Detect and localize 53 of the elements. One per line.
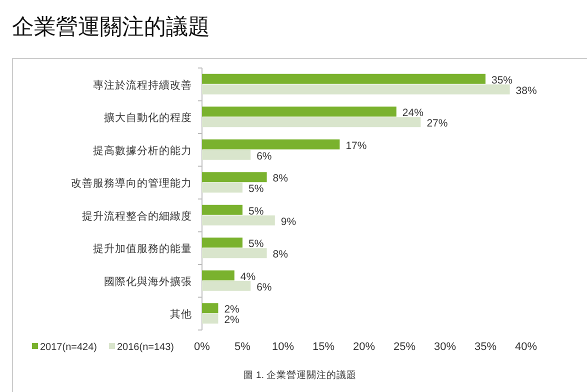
x-tick-label: 30%	[434, 341, 456, 353]
data-label: 2%	[224, 314, 240, 326]
bar	[202, 303, 218, 314]
x-tick-label: 15%	[312, 341, 335, 353]
data-label: 27%	[426, 118, 448, 130]
title: 企業營運關注的議題	[12, 14, 210, 39]
x-tick-label: 0%	[194, 341, 210, 353]
x-tick-label: 35%	[474, 341, 497, 353]
bar	[202, 270, 234, 280]
x-tick-label: 10%	[272, 341, 294, 353]
legend-label: 2016(n=143)	[117, 342, 174, 353]
bar	[202, 238, 242, 248]
bar	[202, 150, 251, 160]
bar	[202, 74, 486, 84]
y-tick-label: 專注於流程持續改善	[93, 78, 192, 92]
bar	[202, 248, 267, 258]
data-label: 24%	[402, 107, 424, 120]
x-tick-label: 20%	[352, 341, 376, 353]
data-label: 2%	[224, 304, 240, 316]
bar	[202, 117, 421, 128]
data-label: 8%	[272, 248, 288, 261]
bar	[202, 139, 340, 150]
data-label: 17%	[346, 140, 367, 152]
legend-label: 2017(n=424)	[40, 342, 97, 353]
y-tick-label: 提升加值服務的能量	[93, 242, 192, 256]
y-tick-label: 擴大自動化的程度	[104, 111, 192, 124]
data-label: 9%	[280, 216, 296, 228]
data-label: 5%	[248, 238, 264, 250]
y-tick-label: 改善服務導向的管理能力	[71, 176, 192, 190]
caption: 圖 1. 企業營運關注的議題	[243, 369, 357, 381]
bar	[202, 280, 251, 291]
bar	[202, 172, 267, 182]
bar	[202, 314, 218, 324]
data-label: 6%	[256, 281, 272, 294]
x-tick-label: 25%	[393, 341, 416, 353]
bar	[202, 84, 510, 94]
data-label: 8%	[272, 172, 288, 185]
y-tick-label: 提升流程整合的細緻度	[82, 209, 192, 222]
x-tick-label: 5%	[234, 341, 251, 353]
bar	[202, 106, 396, 117]
y-tick-label: 提高數據分析的能力	[93, 144, 192, 157]
bar	[202, 204, 242, 215]
y-tick-label: 其他	[170, 308, 192, 321]
data-label: 4%	[240, 270, 256, 283]
data-label: 6%	[256, 150, 272, 162]
data-label: 35%	[492, 74, 513, 86]
data-label: 5%	[248, 205, 264, 218]
data-label: 38%	[516, 84, 537, 97]
bar	[202, 182, 242, 193]
data-label: 5%	[248, 183, 264, 196]
bar	[202, 215, 275, 226]
y-tick-label: 國際化與海外擴張	[104, 274, 192, 288]
x-tick-label: 40%	[514, 341, 538, 353]
